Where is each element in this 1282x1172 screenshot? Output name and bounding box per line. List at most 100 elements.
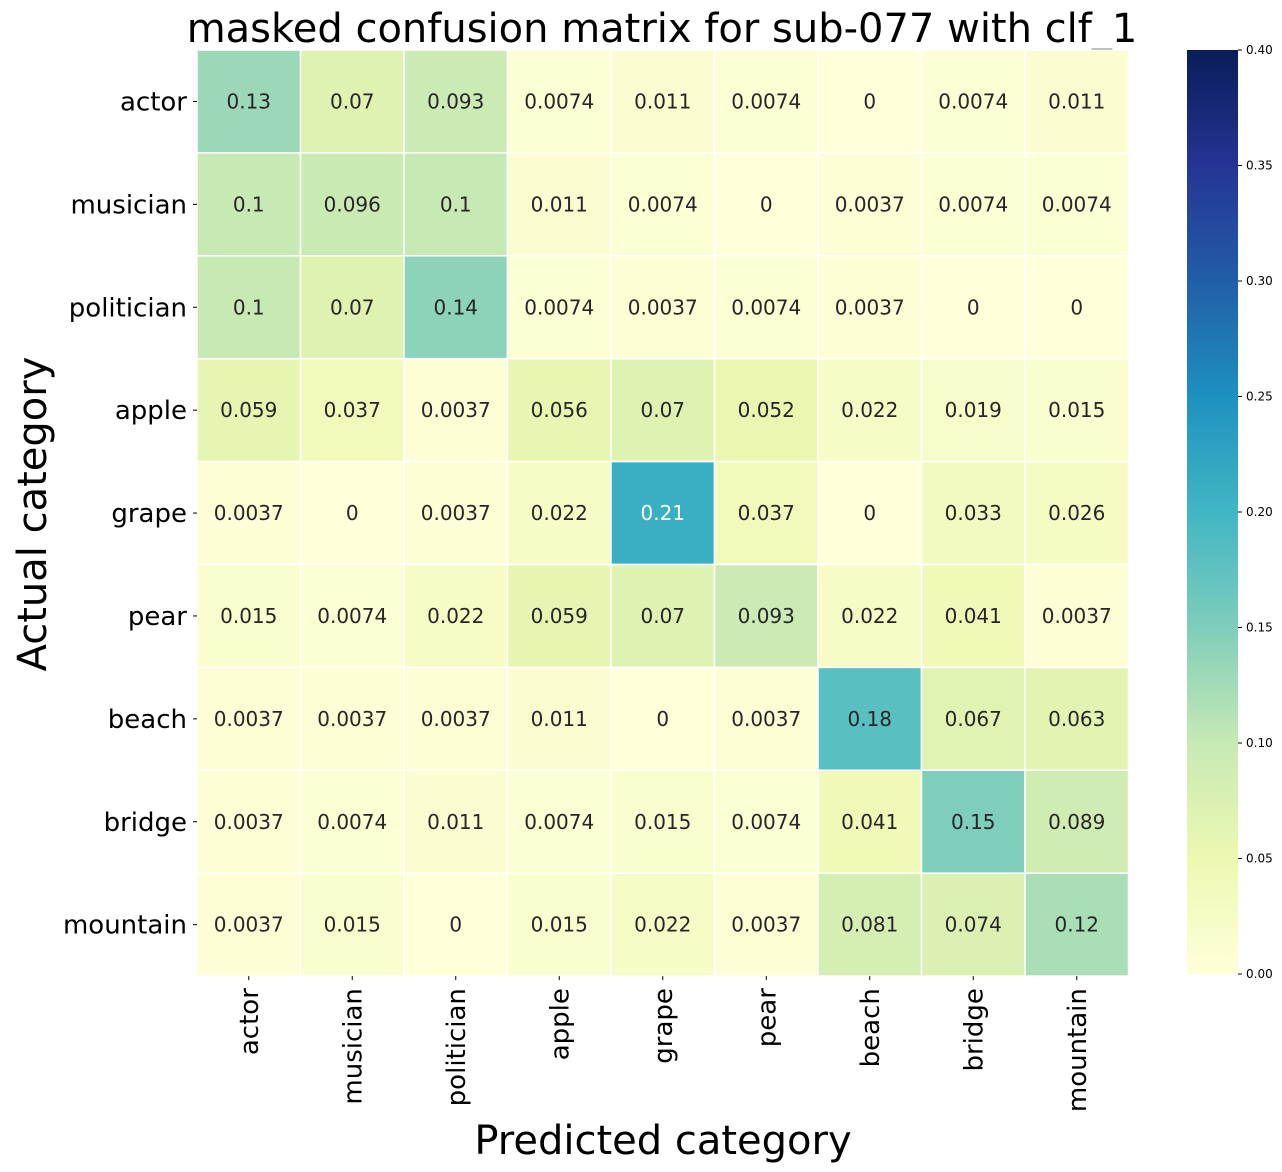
y-tick-label: bridge <box>104 808 187 838</box>
cell-value-label: 0.0037 <box>214 810 284 834</box>
heatmap-cell <box>506 563 612 669</box>
cell-value-label: 0 <box>346 501 359 525</box>
cell-value-label: 0 <box>1070 295 1083 319</box>
heatmap-cell <box>196 563 302 669</box>
heatmap-cell <box>299 49 405 154</box>
heatmap-cell <box>403 769 509 874</box>
y-tick-labels: actor musician politician apple grape pear bea… <box>63 87 197 941</box>
x-tick-label: actor <box>235 988 265 1055</box>
cell-value-label: 0.0037 <box>421 707 491 731</box>
colorbar-ticks: 0.00 0.05 0.10 0.15 0.20 0.25 0.30 0.35 0.40 <box>1238 43 1273 981</box>
cell-value-label: 0.0037 <box>421 398 491 422</box>
cell-value-label: 0.07 <box>640 398 685 422</box>
colorbar <box>1187 50 1238 974</box>
heatmap-cell <box>610 255 716 360</box>
cell-value-label: 0.0074 <box>317 810 387 834</box>
colorbar-tick-label: 0.00 <box>1246 967 1273 981</box>
cell-value-label: 0.056 <box>531 398 588 422</box>
cell-value-label: 0.015 <box>531 913 588 937</box>
cell-value-label: 0.089 <box>1048 810 1105 834</box>
cell-value-label: 0 <box>967 295 980 319</box>
heatmap-cell <box>713 563 819 669</box>
cell-value-label: 0.0037 <box>835 295 905 319</box>
cell-value-label: 0.07 <box>330 89 375 113</box>
colorbar-tick-label: 0.20 <box>1246 505 1273 519</box>
cell-value-label: 0.0074 <box>628 192 698 216</box>
cell-value-label: 0.022 <box>427 604 484 628</box>
cell-value-label: 0.041 <box>841 810 898 834</box>
cell-value-label: 0.0074 <box>938 89 1008 113</box>
heatmap-cell <box>817 666 923 772</box>
y-tick-label: actor <box>120 87 187 117</box>
colorbar-tick-label: 0.05 <box>1246 852 1273 866</box>
cell-value-label: 0.022 <box>841 398 898 422</box>
cell-value-label: 0.063 <box>1048 707 1105 731</box>
colorbar-tick-label: 0.15 <box>1246 621 1273 635</box>
cell-value-label: 0.059 <box>531 604 588 628</box>
heatmap-cell <box>506 357 612 463</box>
colorbar-tick-label: 0.30 <box>1246 274 1273 288</box>
y-tick-label: apple <box>115 396 187 426</box>
heatmap-cell <box>299 872 405 977</box>
heatmap-cell <box>506 460 612 566</box>
cell-value-label: 0.015 <box>220 604 277 628</box>
x-tick-label: apple <box>545 988 575 1060</box>
cell-value-label: 0.12 <box>1054 913 1099 937</box>
heatmap-cell <box>1024 460 1130 566</box>
cell-value-label: 0.015 <box>324 913 381 937</box>
cell-value-label: 0 <box>760 192 773 216</box>
cell-value-label: 0.14 <box>433 295 478 319</box>
cell-value-label: 0.093 <box>738 604 795 628</box>
heatmap-cell <box>403 872 509 977</box>
cell-value-label: 0.011 <box>1048 89 1105 113</box>
cell-value-label: 0.0074 <box>731 295 801 319</box>
cell-value-label: 0.0074 <box>524 295 594 319</box>
cell-value-label: 0.067 <box>945 707 1002 731</box>
cell-value-label: 0.011 <box>634 89 691 113</box>
y-tick-label: grape <box>111 499 187 529</box>
cell-value-label: 0.037 <box>738 501 795 525</box>
heatmap-cell <box>506 769 612 874</box>
heatmap-cell <box>817 460 923 566</box>
y-tick-label: pear <box>128 602 187 632</box>
cell-value-label: 0.21 <box>640 501 685 525</box>
heatmap-cell <box>403 563 509 669</box>
chart-title: masked confusion matrix for sub-077 with… <box>187 6 1138 52</box>
heatmap-cell <box>196 357 302 463</box>
cell-value-label: 0.1 <box>233 192 265 216</box>
cell-value-label: 0.041 <box>945 604 1002 628</box>
heatmap-cell <box>920 563 1026 669</box>
heatmap-cell <box>196 49 302 154</box>
heatmap-cell <box>299 460 405 566</box>
heatmap-cell <box>1024 152 1130 257</box>
cell-value-label: 0.0037 <box>835 192 905 216</box>
heatmap-cell <box>1024 255 1130 360</box>
heatmap-cell <box>610 769 716 874</box>
heatmap-cell <box>506 255 612 360</box>
cell-value-label: 0.096 <box>324 192 381 216</box>
cell-value-label: 0.0037 <box>317 707 387 731</box>
heatmap-cell <box>403 49 509 154</box>
y-tick-label: politician <box>69 293 187 323</box>
colorbar-tick-label: 0.35 <box>1246 159 1273 173</box>
cell-value-label: 0.0074 <box>731 810 801 834</box>
cell-value-label: 0.0037 <box>214 707 284 731</box>
cell-value-label: 0.0037 <box>214 501 284 525</box>
heatmap-cell <box>817 769 923 874</box>
heatmap-cell <box>196 152 302 257</box>
y-axis-label: Actual category <box>10 357 56 672</box>
cell-value-label: 0 <box>863 89 876 113</box>
heatmap-cell <box>299 255 405 360</box>
cell-value-label: 0.011 <box>531 707 588 731</box>
cell-value-label: 0.0037 <box>421 501 491 525</box>
heatmap-cell <box>713 769 819 874</box>
cell-value-label: 0.022 <box>634 913 691 937</box>
cell-value-label: 0.026 <box>1048 501 1105 525</box>
cell-value-label: 0.0037 <box>214 913 284 937</box>
heatmap-cells: 0.13 0.07 0.093 0.0074 0.011 0.0074 0 0.0074 0.0… <box>196 49 1130 977</box>
heatmap-cell <box>1024 872 1130 977</box>
heatmap-cell <box>196 872 302 977</box>
cell-value-label: 0.059 <box>220 398 277 422</box>
cell-value-label: 0.18 <box>847 707 892 731</box>
